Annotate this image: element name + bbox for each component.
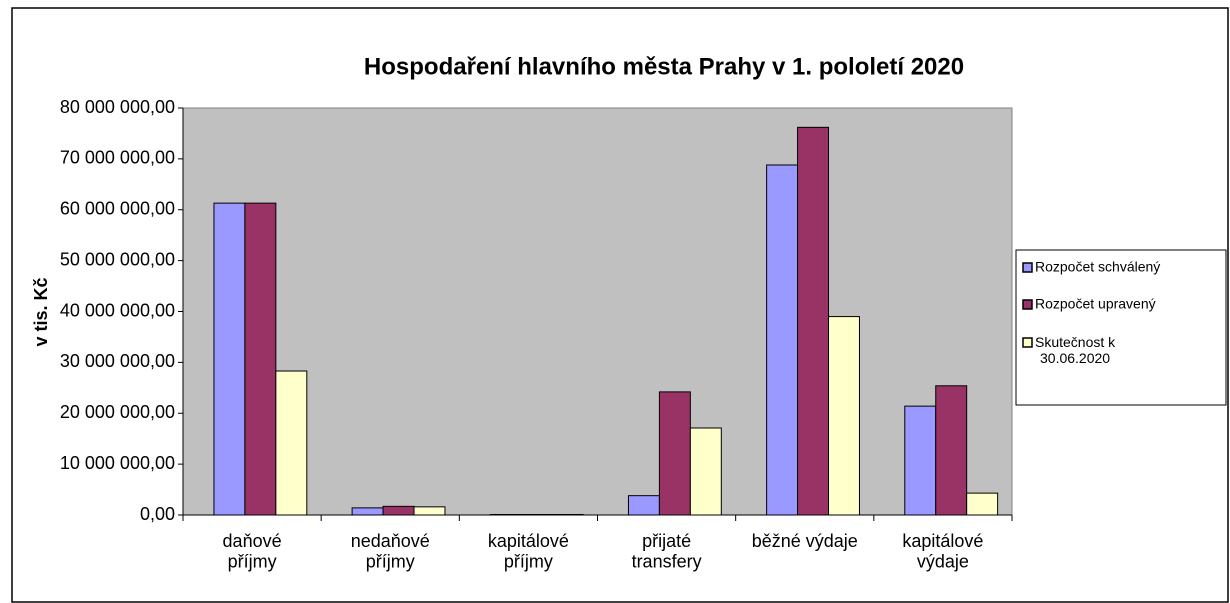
x-tick-label: daňové příjmy — [223, 531, 282, 572]
legend-box — [1015, 249, 1227, 406]
y-axis-label: v tis. Kč — [31, 277, 51, 346]
bar — [904, 405, 937, 516]
x-tick-label: nedaňové příjmy — [351, 531, 430, 572]
bar — [382, 505, 415, 516]
legend-label: Rozpočet upravený — [1035, 296, 1156, 312]
x-tick-label: běžné výdaje — [752, 531, 858, 551]
x-tick-label: kapitálové příjmy — [488, 531, 569, 572]
bar — [797, 126, 830, 516]
bar — [351, 507, 384, 516]
bar — [213, 202, 246, 516]
y-tick-label: 0,00 — [140, 504, 175, 524]
y-tick-label: 70 000 000,00 — [60, 148, 175, 168]
legend-label: Rozpočet schválený — [1035, 259, 1160, 275]
legend-swatch — [1022, 337, 1033, 348]
y-tick-label: 50 000 000,00 — [60, 249, 175, 269]
plot-area — [182, 107, 1013, 516]
y-tick-label: 40 000 000,00 — [60, 300, 175, 320]
bar — [966, 492, 999, 516]
bar — [658, 391, 691, 516]
bar — [627, 495, 660, 516]
bar — [275, 370, 308, 516]
bar — [689, 427, 722, 516]
bar — [828, 316, 860, 516]
chart-title: Hospodaření hlavního města Prahy v 1. po… — [364, 53, 964, 80]
y-tick-label: 60 000 000,00 — [60, 199, 175, 219]
bar — [413, 506, 446, 516]
y-tick-label: 80 000 000,00 — [60, 97, 175, 117]
legend-label: Skutečnost k 30.06.2020 — [1035, 334, 1116, 366]
x-tick-label: kapitálové výdaje — [902, 531, 983, 572]
y-tick-label: 30 000 000,00 — [60, 351, 175, 371]
bar — [935, 385, 968, 516]
legend-swatch — [1022, 299, 1033, 310]
bar — [244, 202, 277, 516]
bar — [766, 164, 799, 516]
y-tick-label: 10 000 000,00 — [60, 453, 175, 473]
y-tick-label: 20 000 000,00 — [60, 402, 175, 422]
legend-swatch — [1022, 262, 1033, 273]
x-tick-label: přijaté transfery — [632, 531, 702, 572]
